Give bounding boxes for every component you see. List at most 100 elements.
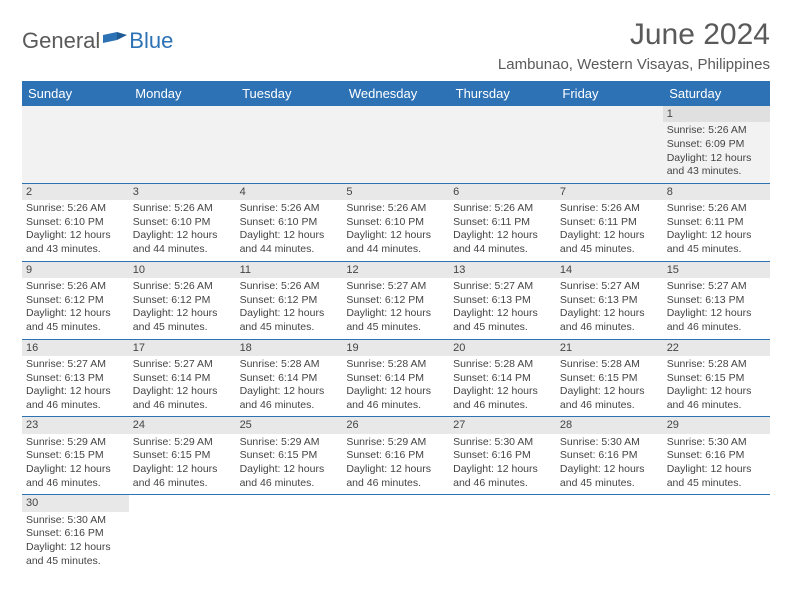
day-details: Sunrise: 5:26 AMSunset: 6:10 PMDaylight:… xyxy=(240,202,339,257)
logo: General Blue xyxy=(22,28,173,54)
day-details: Sunrise: 5:27 AMSunset: 6:13 PMDaylight:… xyxy=(667,280,766,335)
day-details: Sunrise: 5:27 AMSunset: 6:13 PMDaylight:… xyxy=(26,358,125,413)
day-details: Sunrise: 5:26 AMSunset: 6:12 PMDaylight:… xyxy=(26,280,125,335)
calendar-cell-empty xyxy=(236,106,343,183)
calendar-cell: 5Sunrise: 5:26 AMSunset: 6:10 PMDaylight… xyxy=(342,183,449,261)
day-number: 24 xyxy=(129,417,236,433)
calendar-cell: 28Sunrise: 5:30 AMSunset: 6:16 PMDayligh… xyxy=(556,417,663,495)
day-number: 11 xyxy=(236,262,343,278)
calendar-cell: 7Sunrise: 5:26 AMSunset: 6:11 PMDaylight… xyxy=(556,183,663,261)
weekday-header: Thursday xyxy=(449,81,556,106)
day-details: Sunrise: 5:29 AMSunset: 6:15 PMDaylight:… xyxy=(240,436,339,491)
calendar-cell: 20Sunrise: 5:28 AMSunset: 6:14 PMDayligh… xyxy=(449,339,556,417)
weekday-header: Sunday xyxy=(22,81,129,106)
day-details: Sunrise: 5:29 AMSunset: 6:16 PMDaylight:… xyxy=(346,436,445,491)
day-number: 26 xyxy=(342,417,449,433)
calendar-cell-empty xyxy=(129,106,236,183)
calendar-row: 9 Sunrise: 5:26 AMSunset: 6:12 PMDaylight… xyxy=(22,261,770,339)
calendar-row: 23Sunrise: 5:29 AMSunset: 6:15 PMDayligh… xyxy=(22,417,770,495)
calendar-cell: 16Sunrise: 5:27 AMSunset: 6:13 PMDayligh… xyxy=(22,339,129,417)
day-number: 22 xyxy=(663,340,770,356)
day-details: Sunrise: 5:30 AMSunset: 6:16 PMDaylight:… xyxy=(560,436,659,491)
day-number: 19 xyxy=(342,340,449,356)
day-details: Sunrise: 5:26 AMSunset: 6:09 PMDaylight:… xyxy=(667,124,766,179)
calendar-cell: 26 Sunrise: 5:29 AMSunset: 6:16 PMDayligh… xyxy=(342,417,449,495)
day-details: Sunrise: 5:29 AMSunset: 6:15 PMDaylight:… xyxy=(26,436,125,491)
calendar-cell: 3 Sunrise: 5:26 AMSunset: 6:10 PMDaylight… xyxy=(129,183,236,261)
day-details: Sunrise: 5:26 AMSunset: 6:10 PMDaylight:… xyxy=(133,202,232,257)
day-details: Sunrise: 5:30 AMSunset: 6:16 PMDaylight:… xyxy=(453,436,552,491)
day-number: 15 xyxy=(663,262,770,278)
month-title: June 2024 xyxy=(498,18,770,52)
calendar-cell-empty xyxy=(129,495,236,572)
calendar-cell: 4 Sunrise: 5:26 AMSunset: 6:10 PMDaylight… xyxy=(236,183,343,261)
day-details: Sunrise: 5:26 AMSunset: 6:12 PMDaylight:… xyxy=(240,280,339,335)
weekday-header: Tuesday xyxy=(236,81,343,106)
day-details: Sunrise: 5:28 AMSunset: 6:15 PMDaylight:… xyxy=(667,358,766,413)
day-details: Sunrise: 5:26 AMSunset: 6:10 PMDaylight:… xyxy=(346,202,445,257)
calendar-cell: 8Sunrise: 5:26 AMSunset: 6:11 PMDaylight… xyxy=(663,183,770,261)
calendar-row: 1 Sunrise: 5:26 AMSunset: 6:09 PMDaylight… xyxy=(22,106,770,183)
calendar-cell-empty xyxy=(449,106,556,183)
calendar-cell: 9 Sunrise: 5:26 AMSunset: 6:12 PMDaylight… xyxy=(22,261,129,339)
calendar-cell: 15 Sunrise: 5:27 AMSunset: 6:13 PMDayligh… xyxy=(663,261,770,339)
day-number: 2 xyxy=(22,184,129,200)
day-number: 12 xyxy=(342,262,449,278)
weekday-header: Wednesday xyxy=(342,81,449,106)
calendar-cell: 29 Sunrise: 5:30 AMSunset: 6:16 PMDayligh… xyxy=(663,417,770,495)
calendar-cell: 27 Sunrise: 5:30 AMSunset: 6:16 PMDayligh… xyxy=(449,417,556,495)
calendar-cell: 12 Sunrise: 5:27 AMSunset: 6:12 PMDayligh… xyxy=(342,261,449,339)
weekday-header: Monday xyxy=(129,81,236,106)
day-number: 27 xyxy=(449,417,556,433)
calendar-cell: 6Sunrise: 5:26 AMSunset: 6:11 PMDaylight… xyxy=(449,183,556,261)
day-details: Sunrise: 5:30 AMSunset: 6:16 PMDaylight:… xyxy=(26,514,125,569)
calendar-cell-empty xyxy=(342,495,449,572)
day-number: 29 xyxy=(663,417,770,433)
calendar-cell: 1 Sunrise: 5:26 AMSunset: 6:09 PMDaylight… xyxy=(663,106,770,183)
calendar-row: 16Sunrise: 5:27 AMSunset: 6:13 PMDayligh… xyxy=(22,339,770,417)
calendar-cell: 22 Sunrise: 5:28 AMSunset: 6:15 PMDayligh… xyxy=(663,339,770,417)
calendar-cell-empty xyxy=(342,106,449,183)
day-details: Sunrise: 5:27 AMSunset: 6:14 PMDaylight:… xyxy=(133,358,232,413)
day-number: 9 xyxy=(22,262,129,278)
calendar-cell: 18Sunrise: 5:28 AMSunset: 6:14 PMDayligh… xyxy=(236,339,343,417)
day-details: Sunrise: 5:27 AMSunset: 6:13 PMDaylight:… xyxy=(453,280,552,335)
weekday-header-row: SundayMondayTuesdayWednesdayThursdayFrid… xyxy=(22,81,770,106)
day-number: 3 xyxy=(129,184,236,200)
day-number: 8 xyxy=(663,184,770,200)
calendar-cell: 25 Sunrise: 5:29 AMSunset: 6:15 PMDayligh… xyxy=(236,417,343,495)
day-number: 21 xyxy=(556,340,663,356)
day-details: Sunrise: 5:27 AMSunset: 6:13 PMDaylight:… xyxy=(560,280,659,335)
calendar-cell: 10Sunrise: 5:26 AMSunset: 6:12 PMDayligh… xyxy=(129,261,236,339)
day-number: 25 xyxy=(236,417,343,433)
calendar-body: 1 Sunrise: 5:26 AMSunset: 6:09 PMDaylight… xyxy=(22,106,770,572)
day-number: 18 xyxy=(236,340,343,356)
calendar-cell: 17 Sunrise: 5:27 AMSunset: 6:14 PMDayligh… xyxy=(129,339,236,417)
day-number: 17 xyxy=(129,340,236,356)
weekday-header: Friday xyxy=(556,81,663,106)
day-number: 13 xyxy=(449,262,556,278)
calendar-cell: 23 Sunrise: 5:29 AMSunset: 6:15 PMDayligh… xyxy=(22,417,129,495)
calendar-cell: 21 Sunrise: 5:28 AMSunset: 6:15 PMDayligh… xyxy=(556,339,663,417)
day-details: Sunrise: 5:26 AMSunset: 6:11 PMDaylight:… xyxy=(560,202,659,257)
day-details: Sunrise: 5:30 AMSunset: 6:16 PMDaylight:… xyxy=(667,436,766,491)
day-number: 14 xyxy=(556,262,663,278)
calendar-cell: 24 Sunrise: 5:29 AMSunset: 6:15 PMDayligh… xyxy=(129,417,236,495)
calendar-cell-empty xyxy=(556,106,663,183)
day-number: 23 xyxy=(22,417,129,433)
day-number: 4 xyxy=(236,184,343,200)
day-number: 1 xyxy=(663,106,770,122)
day-details: Sunrise: 5:29 AMSunset: 6:15 PMDaylight:… xyxy=(133,436,232,491)
day-details: Sunrise: 5:28 AMSunset: 6:14 PMDaylight:… xyxy=(346,358,445,413)
weekday-header: Saturday xyxy=(663,81,770,106)
logo-text-general: General xyxy=(22,28,100,54)
day-details: Sunrise: 5:26 AMSunset: 6:10 PMDaylight:… xyxy=(26,202,125,257)
location-text: Lambunao, Western Visayas, Philippines xyxy=(498,56,770,73)
calendar-cell: 19 Sunrise: 5:28 AMSunset: 6:14 PMDayligh… xyxy=(342,339,449,417)
day-number: 10 xyxy=(129,262,236,278)
day-number: 20 xyxy=(449,340,556,356)
calendar-cell: 11 Sunrise: 5:26 AMSunset: 6:12 PMDayligh… xyxy=(236,261,343,339)
day-details: Sunrise: 5:27 AMSunset: 6:12 PMDaylight:… xyxy=(346,280,445,335)
day-details: Sunrise: 5:28 AMSunset: 6:15 PMDaylight:… xyxy=(560,358,659,413)
day-number: 6 xyxy=(449,184,556,200)
